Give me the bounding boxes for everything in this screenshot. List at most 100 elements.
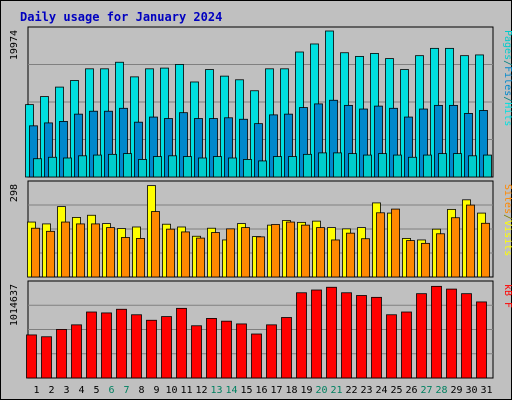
bar-sites-day-15 xyxy=(241,227,250,278)
x-tick-day-24: 24 xyxy=(375,385,387,396)
bar-pages-day-24 xyxy=(378,153,387,178)
bar-kb-f-day-11 xyxy=(176,307,187,379)
bar-kb-f-day-22 xyxy=(341,292,352,379)
x-tick-day-6: 6 xyxy=(108,385,114,396)
legend-entry: Visits xyxy=(502,220,512,256)
legend-entry: Files xyxy=(502,66,512,96)
bar-pages-day-13 xyxy=(213,156,222,178)
x-tick-day-14: 14 xyxy=(225,385,237,396)
y-max-label: 19974 xyxy=(9,30,20,60)
kbytes-panel: 1014637 kB F xyxy=(9,280,512,379)
bar-pages-day-1 xyxy=(33,158,42,178)
x-tick-day-17: 17 xyxy=(270,385,282,396)
bar-sites-day-30 xyxy=(466,204,475,278)
bar-pages-day-25 xyxy=(393,154,402,178)
bar-sites-day-13 xyxy=(211,232,220,278)
bar-pages-day-19 xyxy=(303,153,312,178)
bar-sites-day-24 xyxy=(376,212,385,278)
bar-sites-day-18 xyxy=(286,221,295,278)
bar-kb-f-day-27 xyxy=(416,293,427,379)
bar-kb-f-day-18 xyxy=(281,317,292,379)
x-tick-day-31: 31 xyxy=(480,385,492,396)
bar-sites-day-7 xyxy=(121,237,130,278)
x-tick-day-4: 4 xyxy=(78,385,84,396)
bar-kb-f-day-26 xyxy=(401,311,412,379)
bar-kb-f-day-23 xyxy=(356,295,367,379)
x-tick-day-16: 16 xyxy=(255,385,267,396)
bar-sites-day-4 xyxy=(76,223,85,278)
bar-kb-f-day-10 xyxy=(161,316,172,379)
x-tick-day-30: 30 xyxy=(465,385,477,396)
x-tick-day-13: 13 xyxy=(210,385,222,396)
bar-kb-f-day-6 xyxy=(101,312,112,379)
x-tick-day-29: 29 xyxy=(450,385,462,396)
chart-title: Daily usage for January 2024 xyxy=(20,10,222,24)
hits-files-pages-legend: Pages/Files/Hits xyxy=(502,30,512,126)
bar-kb-f-day-30 xyxy=(461,293,472,379)
bar-sites-day-20 xyxy=(316,227,325,278)
legend-entry: Sites xyxy=(502,184,512,214)
legend-entry: / xyxy=(502,60,512,66)
bar-kb-f-day-29 xyxy=(446,288,457,379)
x-tick-day-22: 22 xyxy=(345,385,357,396)
bar-kb-f-day-5 xyxy=(86,311,97,379)
x-tick-day-21: 21 xyxy=(330,385,342,396)
bar-kb-f-day-7 xyxy=(116,308,127,379)
bar-kb-f-day-14 xyxy=(221,320,232,379)
bar-kb-f-day-16 xyxy=(251,333,262,379)
kbytes-legend: kB F xyxy=(502,284,512,308)
legend-entry: kB F xyxy=(502,284,512,308)
bar-kb-f-day-9 xyxy=(146,319,157,379)
bar-kb-f-day-2 xyxy=(41,336,52,379)
bar-sites-day-5 xyxy=(91,223,100,278)
bar-pages-day-27 xyxy=(423,154,432,178)
legend-entry: Pages xyxy=(502,30,512,60)
x-tick-day-3: 3 xyxy=(63,385,69,396)
bar-pages-day-8 xyxy=(138,159,147,178)
x-tick-day-5: 5 xyxy=(93,385,99,396)
y-max-label: 298 xyxy=(9,184,20,202)
bar-sites-day-3 xyxy=(61,221,70,278)
bar-kb-f-day-13 xyxy=(206,318,217,379)
bar-sites-day-23 xyxy=(361,238,370,278)
bar-sites-day-17 xyxy=(271,224,280,278)
bar-sites-day-11 xyxy=(181,231,190,278)
bar-pages-day-12 xyxy=(198,157,207,178)
bar-sites-day-6 xyxy=(106,227,115,278)
x-tick-day-8: 8 xyxy=(138,385,144,396)
bar-kb-f-day-25 xyxy=(386,314,397,379)
x-tick-day-18: 18 xyxy=(285,385,297,396)
hits-files-pages-panel: 19974 Pages/Files/Hits xyxy=(9,26,512,178)
bar-pages-day-14 xyxy=(228,157,237,178)
bar-kb-f-day-8 xyxy=(131,314,142,379)
bar-kb-f-day-3 xyxy=(56,329,67,379)
bar-pages-day-9 xyxy=(153,156,162,178)
bar-sites-day-21 xyxy=(331,239,340,278)
bar-sites-day-29 xyxy=(451,217,460,278)
bar-kb-f-day-15 xyxy=(236,323,247,379)
bar-pages-day-23 xyxy=(363,154,372,178)
x-tick-day-2: 2 xyxy=(48,385,54,396)
bar-kb-f-day-28 xyxy=(431,285,442,379)
bar-pages-day-10 xyxy=(168,155,177,178)
bar-sites-day-26 xyxy=(406,240,415,278)
legend-entry: / xyxy=(502,214,512,220)
bar-pages-day-11 xyxy=(183,156,192,178)
x-tick-day-19: 19 xyxy=(300,385,312,396)
x-tick-day-23: 23 xyxy=(360,385,372,396)
bar-sites-day-25 xyxy=(391,208,400,278)
bar-pages-day-7 xyxy=(123,153,132,178)
bar-kb-f-day-19 xyxy=(296,292,307,379)
x-tick-day-11: 11 xyxy=(180,385,192,396)
bar-sites-day-19 xyxy=(301,224,310,278)
bar-kb-f-day-21 xyxy=(326,286,337,379)
bar-sites-day-9 xyxy=(151,211,160,278)
bar-sites-day-10 xyxy=(166,228,175,278)
bar-pages-day-21 xyxy=(333,152,342,178)
bar-kb-f-day-17 xyxy=(266,324,277,379)
visits-sites-panel: 298 Sites/Visits xyxy=(9,180,512,278)
bar-pages-day-26 xyxy=(408,156,417,178)
bar-pages-day-28 xyxy=(438,153,447,178)
bar-pages-day-22 xyxy=(348,153,357,178)
